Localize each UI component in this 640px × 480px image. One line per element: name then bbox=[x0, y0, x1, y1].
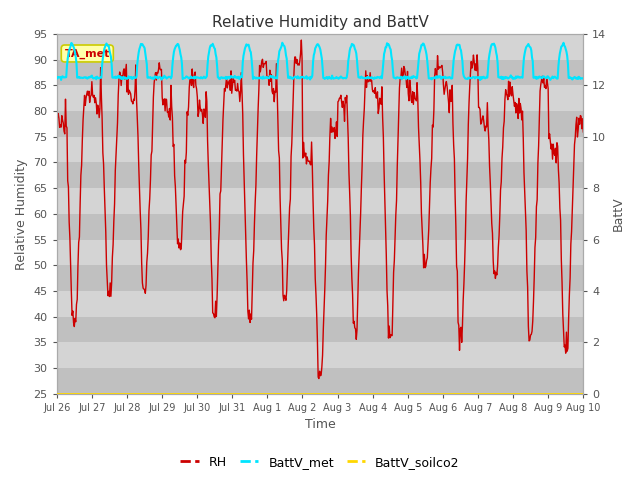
Bar bbox=[57, 317, 583, 342]
Bar bbox=[57, 111, 583, 137]
Bar bbox=[57, 291, 583, 317]
Bar bbox=[57, 265, 583, 291]
Bar bbox=[57, 188, 583, 214]
Bar bbox=[57, 240, 583, 265]
Bar bbox=[57, 162, 583, 188]
Bar bbox=[57, 60, 583, 85]
Y-axis label: BattV: BattV bbox=[612, 197, 625, 231]
Bar bbox=[57, 368, 583, 394]
Title: Relative Humidity and BattV: Relative Humidity and BattV bbox=[212, 15, 428, 30]
Y-axis label: Relative Humidity: Relative Humidity bbox=[15, 158, 28, 270]
Bar bbox=[57, 214, 583, 240]
Bar bbox=[57, 137, 583, 162]
Legend: RH, BattV_met, BattV_soilco2: RH, BattV_met, BattV_soilco2 bbox=[175, 451, 465, 474]
Text: TA_met: TA_met bbox=[65, 48, 110, 59]
Bar bbox=[57, 342, 583, 368]
Bar bbox=[57, 85, 583, 111]
X-axis label: Time: Time bbox=[305, 419, 335, 432]
Bar bbox=[57, 34, 583, 60]
